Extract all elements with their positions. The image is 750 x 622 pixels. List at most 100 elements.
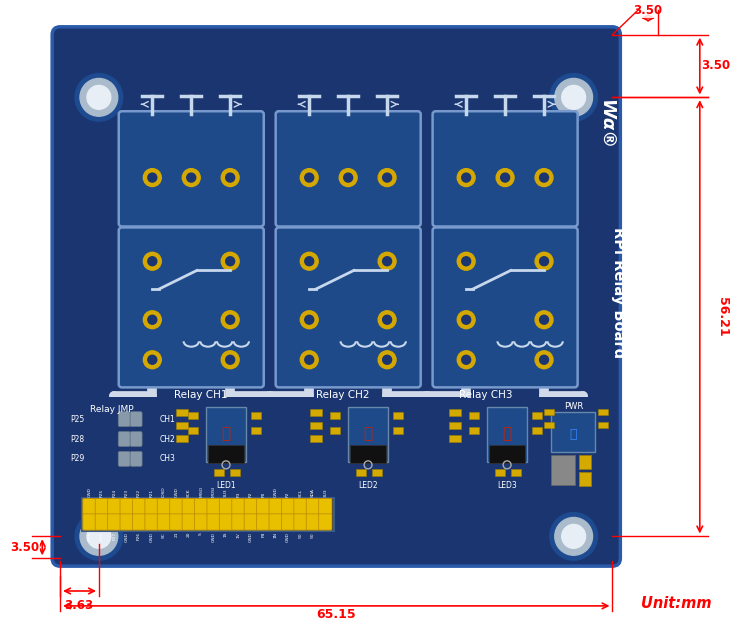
Text: P25: P25 (100, 488, 104, 496)
Text: P26: P26 (100, 532, 104, 540)
Circle shape (304, 173, 313, 182)
Bar (188, 427, 198, 434)
Bar (348, 407, 388, 462)
Text: 3U3: 3U3 (224, 488, 228, 496)
Circle shape (382, 173, 392, 182)
FancyBboxPatch shape (145, 498, 158, 515)
Text: 3.63: 3.63 (64, 600, 94, 613)
Bar (251, 427, 261, 434)
FancyBboxPatch shape (433, 111, 578, 226)
Circle shape (535, 253, 553, 270)
Text: GND: GND (174, 487, 178, 496)
Text: P27: P27 (112, 532, 116, 540)
Text: LED3: LED3 (497, 481, 517, 490)
FancyBboxPatch shape (170, 514, 183, 530)
Bar (449, 409, 461, 416)
Circle shape (226, 173, 235, 182)
Circle shape (378, 311, 396, 328)
Text: SC: SC (162, 532, 166, 537)
Bar (251, 412, 261, 419)
Bar (393, 412, 403, 419)
Text: P0: P0 (261, 491, 266, 496)
Text: CH3: CH3 (160, 455, 176, 463)
FancyBboxPatch shape (133, 498, 146, 515)
Circle shape (304, 257, 313, 266)
FancyBboxPatch shape (95, 514, 109, 530)
Circle shape (535, 351, 553, 369)
Text: 56.21: 56.21 (716, 297, 729, 337)
Circle shape (87, 85, 111, 109)
FancyBboxPatch shape (207, 514, 220, 530)
Text: SCK: SCK (187, 488, 190, 496)
Circle shape (304, 315, 313, 324)
Circle shape (501, 173, 509, 182)
Text: P22: P22 (137, 488, 141, 496)
Text: PWR: PWR (564, 402, 584, 411)
Text: GND: GND (286, 532, 290, 542)
Bar (488, 407, 527, 462)
Text: GND: GND (149, 532, 154, 542)
Bar (449, 435, 461, 442)
FancyBboxPatch shape (269, 514, 282, 530)
Bar (330, 412, 340, 419)
Bar (310, 422, 322, 429)
Bar (214, 469, 224, 476)
FancyBboxPatch shape (244, 498, 257, 515)
Circle shape (539, 173, 548, 182)
Circle shape (143, 351, 161, 369)
Circle shape (462, 257, 471, 266)
FancyBboxPatch shape (170, 498, 183, 515)
Text: GND: GND (88, 487, 92, 496)
Text: 65.15: 65.15 (316, 608, 356, 621)
Circle shape (539, 355, 548, 364)
Bar (578, 455, 590, 469)
FancyBboxPatch shape (319, 498, 332, 515)
Circle shape (221, 351, 239, 369)
Circle shape (300, 311, 318, 328)
Text: Relay CH3: Relay CH3 (460, 391, 513, 401)
Circle shape (539, 257, 548, 266)
Text: GND: GND (211, 532, 215, 542)
Text: 3U3: 3U3 (323, 488, 327, 496)
FancyBboxPatch shape (118, 432, 130, 447)
Text: IOSD: IOSD (162, 486, 166, 496)
Text: 50: 50 (311, 532, 315, 537)
Bar (176, 422, 188, 429)
Text: 1N: 1N (274, 532, 278, 538)
Text: P4: P4 (261, 532, 266, 537)
Text: 21: 21 (174, 532, 178, 537)
Circle shape (462, 173, 471, 182)
Circle shape (555, 78, 592, 116)
FancyBboxPatch shape (118, 412, 130, 427)
Circle shape (378, 169, 396, 187)
Circle shape (458, 253, 475, 270)
FancyBboxPatch shape (207, 498, 220, 515)
FancyBboxPatch shape (319, 514, 332, 530)
FancyBboxPatch shape (306, 514, 320, 530)
Text: P29: P29 (70, 455, 84, 463)
FancyBboxPatch shape (118, 452, 130, 466)
Bar (310, 435, 322, 442)
Bar (206, 407, 246, 462)
Text: CH2: CH2 (160, 435, 176, 443)
Text: CH1: CH1 (160, 415, 176, 424)
Circle shape (75, 513, 123, 560)
Circle shape (221, 169, 239, 187)
Circle shape (143, 311, 161, 328)
Circle shape (462, 315, 471, 324)
Text: Wα®: Wα® (598, 99, 616, 149)
Text: 本: 本 (221, 427, 230, 442)
Circle shape (378, 253, 396, 270)
Text: 本: 本 (503, 427, 512, 442)
Text: GND: GND (124, 532, 129, 542)
Text: 20: 20 (187, 532, 190, 537)
Circle shape (458, 311, 475, 328)
FancyBboxPatch shape (158, 498, 170, 515)
FancyBboxPatch shape (120, 498, 134, 515)
Circle shape (143, 169, 161, 187)
Text: 本: 本 (364, 427, 373, 442)
Bar (350, 445, 386, 463)
Circle shape (458, 351, 475, 369)
Text: Unit:mm: Unit:mm (640, 596, 711, 611)
FancyBboxPatch shape (281, 498, 295, 515)
